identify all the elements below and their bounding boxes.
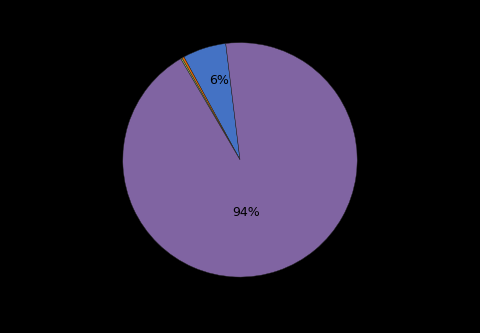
Wedge shape [180,58,240,160]
Wedge shape [123,43,357,277]
Wedge shape [182,57,240,160]
Wedge shape [184,44,240,160]
Text: 94%: 94% [232,206,260,219]
Text: 6%: 6% [209,74,229,87]
